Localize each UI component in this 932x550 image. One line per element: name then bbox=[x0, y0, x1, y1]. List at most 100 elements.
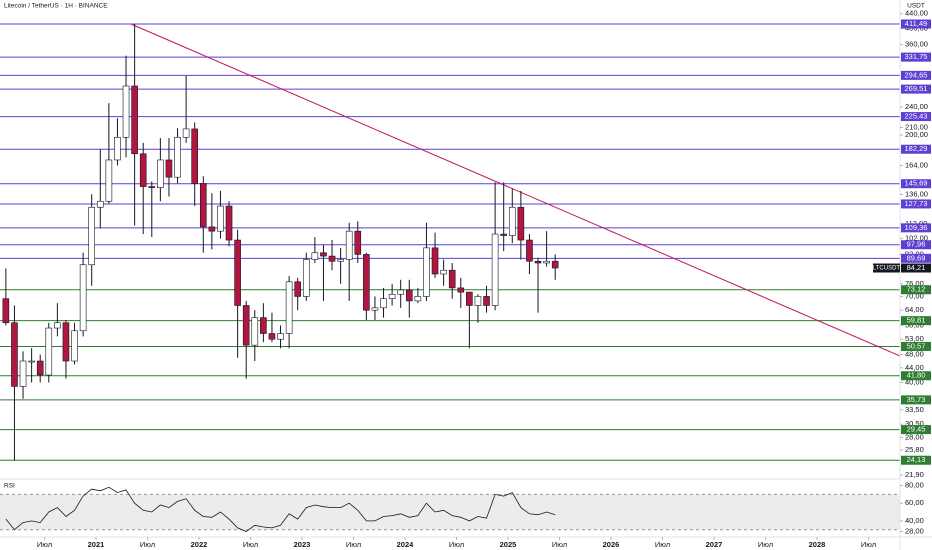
rsi-title: RSI bbox=[4, 483, 15, 490]
level-label: 29,45 bbox=[901, 425, 931, 435]
y-tick-label: 30,50 bbox=[905, 419, 924, 428]
candle-body bbox=[302, 259, 310, 297]
candle-body bbox=[131, 85, 138, 155]
rsi-tick-label: 40,00 bbox=[905, 516, 924, 525]
candle-body bbox=[414, 296, 422, 302]
candle-body bbox=[483, 296, 490, 306]
y-tick-label: 210,00 bbox=[905, 122, 928, 131]
candle-body bbox=[551, 260, 559, 269]
level-label-box bbox=[901, 341, 931, 351]
symbol-label: LTCUSDT bbox=[873, 266, 901, 272]
x-tick-label: Июл bbox=[655, 540, 670, 549]
y-tick-label: 28,00 bbox=[905, 432, 924, 441]
candle-body bbox=[122, 85, 130, 138]
level-label: 269,51 bbox=[901, 84, 931, 94]
y-tick-label: 44,00 bbox=[905, 363, 924, 372]
candle-body bbox=[534, 260, 542, 264]
candle-body bbox=[474, 296, 482, 306]
y-tick-label: 200,00 bbox=[905, 130, 928, 139]
candle-body bbox=[79, 264, 87, 332]
candle-body bbox=[199, 183, 207, 228]
candle-body bbox=[88, 206, 96, 266]
level-label-box bbox=[901, 84, 931, 94]
y-tick-label: 21,90 bbox=[905, 470, 924, 479]
candle-body bbox=[139, 153, 147, 187]
candle-body bbox=[277, 333, 284, 340]
y-tick-label: 164,00 bbox=[905, 160, 928, 169]
candle-body bbox=[405, 289, 413, 302]
x-tick-label: 2025 bbox=[500, 540, 517, 549]
x-tick-label: 2026 bbox=[603, 540, 620, 549]
y-tick-label: 48,00 bbox=[905, 349, 924, 358]
candle-body bbox=[28, 360, 35, 363]
level-label: 59,81 bbox=[901, 316, 931, 326]
x-tick-label: 2027 bbox=[706, 540, 723, 549]
level-label-text: 35,73 bbox=[907, 395, 926, 404]
candle-body bbox=[268, 333, 276, 340]
level-label-text: 225,43 bbox=[905, 112, 928, 121]
y-tick-label: 240,00 bbox=[905, 102, 928, 111]
level-label: 225,43 bbox=[901, 112, 931, 122]
levels bbox=[0, 23, 900, 461]
y-tick-label: 102,00 bbox=[905, 234, 928, 243]
candle-body bbox=[526, 239, 533, 262]
rsi-tick-label: 80,00 bbox=[905, 481, 924, 490]
candle-body bbox=[508, 206, 516, 236]
candle-body bbox=[157, 159, 164, 188]
x-tick-label: 2022 bbox=[191, 540, 208, 549]
y-tick-label: 40,00 bbox=[905, 377, 924, 386]
candle-body bbox=[19, 360, 27, 387]
level-label-box bbox=[901, 240, 931, 250]
candle-body bbox=[543, 260, 550, 264]
level-label-text: 24,13 bbox=[907, 455, 926, 464]
level-label-text: 29,45 bbox=[907, 425, 926, 434]
candle-body bbox=[45, 327, 53, 376]
candle-body bbox=[260, 317, 267, 334]
level-label: 331,75 bbox=[901, 52, 931, 62]
candle-body bbox=[251, 317, 259, 346]
level-label-text: 50,57 bbox=[907, 341, 926, 350]
level-label: 97,96 bbox=[901, 240, 931, 250]
candle-body bbox=[191, 128, 199, 184]
level-label-box bbox=[901, 223, 931, 233]
axis: 440,00400,00360,00240,00210,00200,00164,… bbox=[37, 9, 931, 549]
level-label-text: 97,96 bbox=[907, 240, 926, 249]
rsi-panel bbox=[0, 486, 900, 532]
y-tick-label: 76,00 bbox=[905, 279, 924, 288]
candle-body bbox=[11, 322, 18, 387]
candle-body bbox=[423, 247, 430, 297]
x-tick-label: Июл bbox=[140, 540, 155, 549]
level-label-text: 269,51 bbox=[905, 84, 928, 93]
candle-body bbox=[148, 186, 156, 188]
level-label-box bbox=[901, 199, 931, 209]
level-label: 127,73 bbox=[901, 199, 931, 209]
candle-body bbox=[217, 205, 224, 232]
candle-body bbox=[234, 239, 241, 306]
level-label: 411,49 bbox=[901, 19, 931, 29]
candle-body bbox=[225, 205, 233, 241]
y-tick-label: 53,00 bbox=[905, 334, 924, 343]
level-label-text: 89,69 bbox=[907, 253, 926, 262]
last-price-label: 84,21 bbox=[907, 263, 926, 272]
level-label-box bbox=[901, 455, 931, 465]
rsi-band bbox=[0, 494, 900, 530]
candle-body bbox=[388, 293, 396, 299]
level-label: 145,69 bbox=[901, 179, 931, 189]
rsi-tick-label: 60,00 bbox=[905, 498, 924, 507]
candle-body bbox=[354, 230, 362, 255]
level-label: 182,29 bbox=[901, 144, 931, 154]
level-label-box bbox=[901, 70, 931, 80]
candle-body bbox=[328, 255, 336, 262]
level-label-text: 145,69 bbox=[905, 179, 928, 188]
rsi-tick-label: 28,00 bbox=[905, 526, 924, 535]
x-tick-label: Июл bbox=[449, 540, 464, 549]
chart-title: Litecoin / TetherUS · 1H · BINANCE bbox=[4, 3, 108, 10]
candle-body bbox=[491, 233, 499, 306]
level-label: 73,12 bbox=[901, 285, 931, 295]
level-label: 294,65 bbox=[901, 70, 931, 80]
candle-body bbox=[517, 206, 525, 241]
candle-body bbox=[54, 322, 61, 329]
level-label-box bbox=[901, 179, 931, 189]
